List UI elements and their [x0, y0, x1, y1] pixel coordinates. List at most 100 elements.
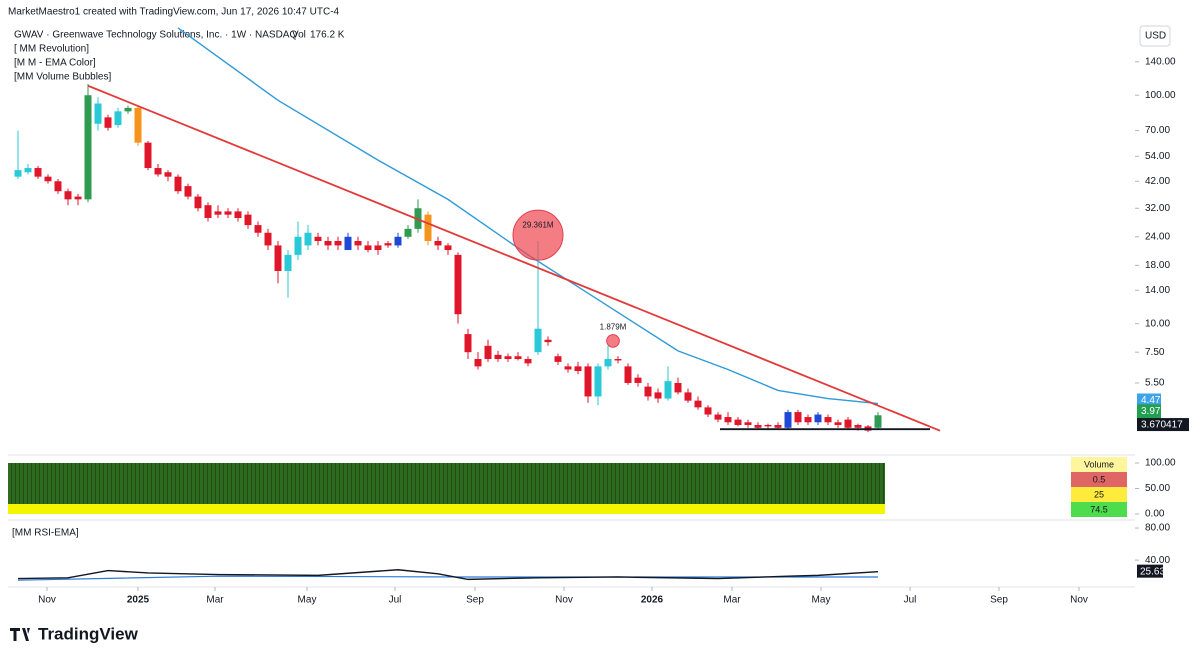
candle-body: [854, 424, 862, 428]
candle-body: [314, 236, 322, 242]
candle-body: [474, 359, 482, 367]
y-tick-label: 7.50: [1145, 347, 1165, 358]
x-tick-label: Mar: [206, 595, 224, 606]
candle-body: [124, 107, 132, 112]
candle-body: [94, 103, 102, 124]
table-cell: [1071, 472, 1127, 487]
x-tick-label: Nov: [38, 595, 56, 606]
x-tick-label: May: [812, 595, 831, 606]
trend-line: [87, 84, 941, 432]
y-tick-label: 50.00: [1145, 483, 1170, 494]
candle-body: [434, 241, 442, 246]
candle-body: [454, 254, 462, 315]
candle-body: [44, 176, 52, 182]
indicator-name: [ MM Revolution]: [14, 44, 89, 55]
candle-body: [834, 422, 842, 425]
candle-body: [494, 354, 502, 360]
rsi-value-box: [1137, 564, 1163, 578]
rsi-pane-title: [MM RSI-EMA]: [12, 528, 79, 539]
candle-body: [704, 407, 712, 415]
candle-body: [294, 236, 302, 255]
currency-box[interactable]: [1139, 25, 1171, 47]
y-tick-label: 14.00: [1145, 285, 1170, 296]
candle-body: [804, 417, 812, 423]
candle-body: [264, 232, 272, 246]
x-tick-label: 2025: [127, 595, 150, 606]
candle-body: [654, 392, 662, 399]
candle-body: [394, 236, 402, 246]
candle-body: [644, 386, 652, 397]
candle-body: [304, 232, 312, 246]
candle-body: [164, 172, 172, 177]
rsi-signal-line: [17, 575, 878, 581]
candle-body: [764, 424, 772, 427]
ema-line: [177, 27, 879, 405]
brand: TradingView: [38, 624, 139, 643]
x-tick-label: Sep: [990, 595, 1008, 606]
candle-body: [684, 392, 692, 401]
candle-body: [714, 414, 722, 420]
candle-body: [614, 359, 622, 361]
candle-body: [844, 419, 852, 428]
candle-body: [404, 228, 412, 237]
candle-body: [14, 170, 22, 177]
price-label: 4.47: [1141, 395, 1161, 406]
y-tick-label: 5.50: [1145, 378, 1165, 389]
candle-body: [154, 168, 162, 175]
candle-body: [604, 359, 612, 367]
candle-body: [284, 254, 292, 271]
volume-bubble: [512, 209, 564, 261]
y-tick-label: 32.00: [1145, 203, 1170, 214]
bubble-label: 1.879M: [600, 323, 627, 332]
candle-body: [664, 381, 672, 399]
y-tick-label: 100.00: [1145, 458, 1176, 469]
candle-body: [234, 211, 242, 219]
candle-body: [534, 328, 542, 353]
candle-body: [244, 214, 252, 226]
x-tick-label: Nov: [555, 595, 573, 606]
candle-body: [364, 245, 372, 251]
candle-body: [464, 334, 472, 353]
candle-body: [634, 377, 642, 383]
candle-body: [744, 422, 752, 425]
candle-body: [174, 176, 182, 192]
candle-body: [594, 366, 602, 397]
y-tick-label: 80.00: [1145, 523, 1170, 534]
candle-body: [544, 339, 552, 343]
candle-body: [514, 356, 522, 360]
y-tick-label: 100.00: [1145, 90, 1176, 101]
table-cell: [1071, 457, 1127, 472]
candle-body: [524, 359, 532, 364]
price-label-box: [1137, 418, 1189, 432]
indicator-name: [MM Volume Bubbles]: [14, 72, 111, 83]
momentum-area: [8, 463, 885, 504]
y-tick-label: 10.00: [1145, 318, 1170, 329]
rsi-line: [17, 569, 879, 581]
candle-body: [374, 245, 382, 251]
candle-body: [224, 211, 232, 215]
x-tick-label: May: [298, 595, 317, 606]
y-tick-label: 140.00: [1145, 56, 1176, 67]
volume-bubble: [606, 334, 620, 348]
candle-body: [24, 168, 32, 173]
y-tick-label: 24.00: [1145, 231, 1170, 242]
x-tick-label: Jul: [389, 595, 402, 606]
candle-body: [214, 211, 222, 215]
table-text: 74.5: [1090, 504, 1108, 514]
table-text: 0.5: [1093, 474, 1106, 484]
x-tick-label: Jul: [904, 595, 917, 606]
candle-body: [794, 412, 802, 423]
candle-body: [344, 236, 352, 251]
candle-body: [204, 205, 212, 219]
y-tick-label: 40.00: [1145, 555, 1170, 566]
x-tick-label: 2026: [641, 595, 664, 606]
currency[interactable]: USD: [1145, 31, 1166, 42]
vol-label: Vol: [292, 30, 306, 41]
candle-body: [184, 186, 192, 197]
indicator-name: [M M - EMA Color]: [14, 58, 96, 69]
candle-body: [54, 181, 62, 192]
table-text: Volume: [1084, 459, 1114, 469]
price-label: 3.670417: [1141, 420, 1183, 431]
credit: MarketMaestro1 created with TradingView.…: [8, 7, 340, 18]
